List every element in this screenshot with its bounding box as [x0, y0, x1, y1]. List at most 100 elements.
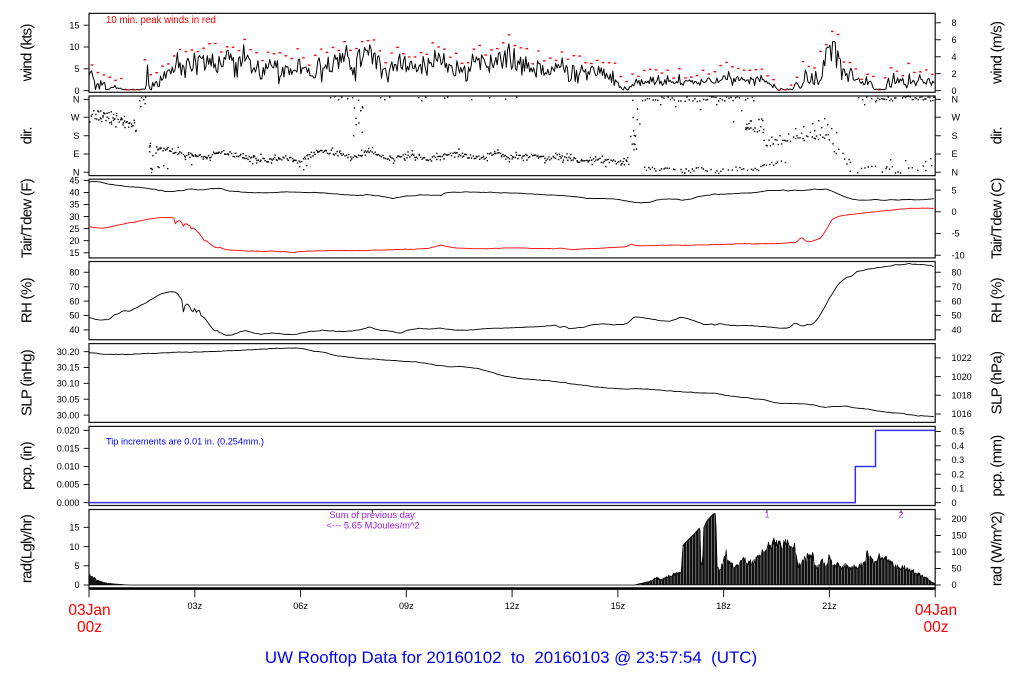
svg-text:50: 50 [952, 564, 962, 574]
svg-text:80: 80 [952, 268, 962, 278]
svg-text:0: 0 [952, 207, 957, 217]
svg-text:W: W [71, 112, 80, 122]
svg-text:Sum of previous day: Sum of previous day [329, 509, 415, 520]
svg-text:1022: 1022 [952, 353, 972, 363]
svg-text:30.05: 30.05 [57, 394, 80, 404]
svg-text:0: 0 [74, 580, 79, 590]
svg-text:5: 5 [74, 561, 79, 571]
svg-text:1020: 1020 [952, 372, 972, 382]
svg-text:SLP (hPa): SLP (hPa) [989, 351, 1006, 414]
svg-text:03Jan: 03Jan [68, 602, 110, 619]
svg-text:<--- 5.65 MJoules/m^2: <--- 5.65 MJoules/m^2 [326, 520, 419, 531]
svg-text:0.015: 0.015 [57, 444, 80, 454]
svg-text:SLP (inHg): SLP (inHg) [19, 349, 36, 416]
svg-text:0: 0 [952, 86, 957, 96]
svg-text:60: 60 [952, 296, 962, 306]
svg-text:S: S [952, 131, 958, 141]
svg-text:10: 10 [69, 542, 79, 552]
svg-text:0.2: 0.2 [952, 469, 965, 479]
svg-text:wind (kts): wind (kts) [19, 24, 36, 83]
svg-text:N: N [73, 95, 80, 105]
svg-text:Tip increments are 0.01 in. (0: Tip increments are 0.01 in. (0.254mm.) [106, 437, 264, 447]
svg-text:N: N [73, 167, 80, 177]
svg-text:00z: 00z [924, 619, 949, 636]
svg-text:-10: -10 [952, 250, 965, 260]
svg-text:200: 200 [952, 514, 967, 524]
svg-text:0.020: 0.020 [57, 426, 80, 436]
svg-text:rad (W/m^2): rad (W/m^2) [989, 511, 1006, 586]
svg-text:4: 4 [952, 52, 957, 62]
svg-text:0.3: 0.3 [952, 455, 965, 465]
svg-text:12z: 12z [505, 601, 520, 611]
svg-text:03z: 03z [187, 601, 202, 611]
svg-text:0.1: 0.1 [952, 484, 965, 494]
svg-text:45: 45 [69, 176, 79, 186]
svg-text:15: 15 [69, 523, 79, 533]
svg-text:04Jan: 04Jan [915, 602, 957, 619]
svg-text:50: 50 [952, 311, 962, 321]
svg-text:70: 70 [952, 282, 962, 292]
svg-text:20: 20 [69, 236, 79, 246]
svg-text:80: 80 [69, 268, 79, 278]
svg-text:0: 0 [952, 580, 957, 590]
svg-text:06z: 06z [293, 601, 308, 611]
svg-text:pcp. (mm): pcp. (mm) [989, 435, 1006, 497]
svg-text:W: W [952, 112, 961, 122]
svg-text:60: 60 [69, 296, 79, 306]
svg-text:1: 1 [765, 510, 770, 520]
svg-text:wind (m/s): wind (m/s) [989, 21, 1006, 85]
svg-text:5: 5 [952, 185, 957, 195]
svg-text:E: E [952, 149, 958, 159]
svg-text:2: 2 [899, 510, 904, 520]
svg-text:8: 8 [952, 18, 957, 28]
svg-text:30.00: 30.00 [57, 410, 80, 420]
svg-text:0: 0 [952, 498, 957, 508]
svg-text:40: 40 [69, 188, 79, 198]
svg-text:50: 50 [69, 311, 79, 321]
svg-text:N: N [952, 95, 959, 105]
svg-text:10 min. peak winds in red: 10 min. peak winds in red [106, 15, 216, 26]
svg-text:09z: 09z [399, 601, 414, 611]
svg-text:15: 15 [69, 248, 79, 258]
svg-text:0: 0 [74, 86, 79, 96]
svg-text:1016: 1016 [952, 409, 972, 419]
svg-text:15z: 15z [611, 601, 626, 611]
svg-text:RH (%): RH (%) [19, 277, 36, 323]
svg-text:10: 10 [69, 42, 79, 52]
svg-text:2: 2 [952, 69, 957, 79]
svg-text:pcp. (in): pcp. (in) [19, 441, 36, 490]
svg-text:0.005: 0.005 [57, 480, 80, 490]
svg-text:00z: 00z [77, 619, 102, 636]
svg-text:30.20: 30.20 [57, 347, 80, 357]
svg-text:1018: 1018 [952, 391, 972, 401]
svg-text:Tair/Tdew (C): Tair/Tdew (C) [989, 177, 1006, 259]
svg-text:rad(Lgly/hr): rad(Lgly/hr) [19, 514, 36, 583]
svg-text:70: 70 [69, 282, 79, 292]
svg-text:18z: 18z [716, 601, 731, 611]
svg-text:UW Rooftop Data for 20160102: UW Rooftop Data for 20160102 to 20160103… [265, 648, 757, 667]
svg-text:0.010: 0.010 [57, 462, 80, 472]
svg-text:35: 35 [69, 200, 79, 210]
svg-text:S: S [73, 131, 79, 141]
svg-text:-5: -5 [952, 229, 960, 239]
svg-text:dir.: dir. [19, 127, 36, 144]
svg-text:E: E [73, 149, 79, 159]
svg-text:0.4: 0.4 [952, 441, 965, 451]
svg-text:40: 40 [952, 325, 962, 335]
svg-text:5: 5 [74, 64, 79, 74]
svg-text:30: 30 [69, 212, 79, 222]
svg-text:40: 40 [69, 325, 79, 335]
svg-text:21z: 21z [822, 601, 837, 611]
svg-text:30.15: 30.15 [57, 363, 80, 373]
svg-text:30.10: 30.10 [57, 379, 80, 389]
svg-text:150: 150 [952, 531, 967, 541]
svg-text:100: 100 [952, 547, 967, 557]
svg-text:RH (%): RH (%) [989, 277, 1006, 323]
svg-text:6: 6 [952, 35, 957, 45]
svg-text:0.000: 0.000 [57, 498, 80, 508]
svg-text:N: N [952, 167, 959, 177]
svg-text:dir.: dir. [989, 127, 1006, 144]
svg-text:15: 15 [69, 20, 79, 30]
svg-text:0.5: 0.5 [952, 427, 965, 437]
svg-text:25: 25 [69, 224, 79, 234]
